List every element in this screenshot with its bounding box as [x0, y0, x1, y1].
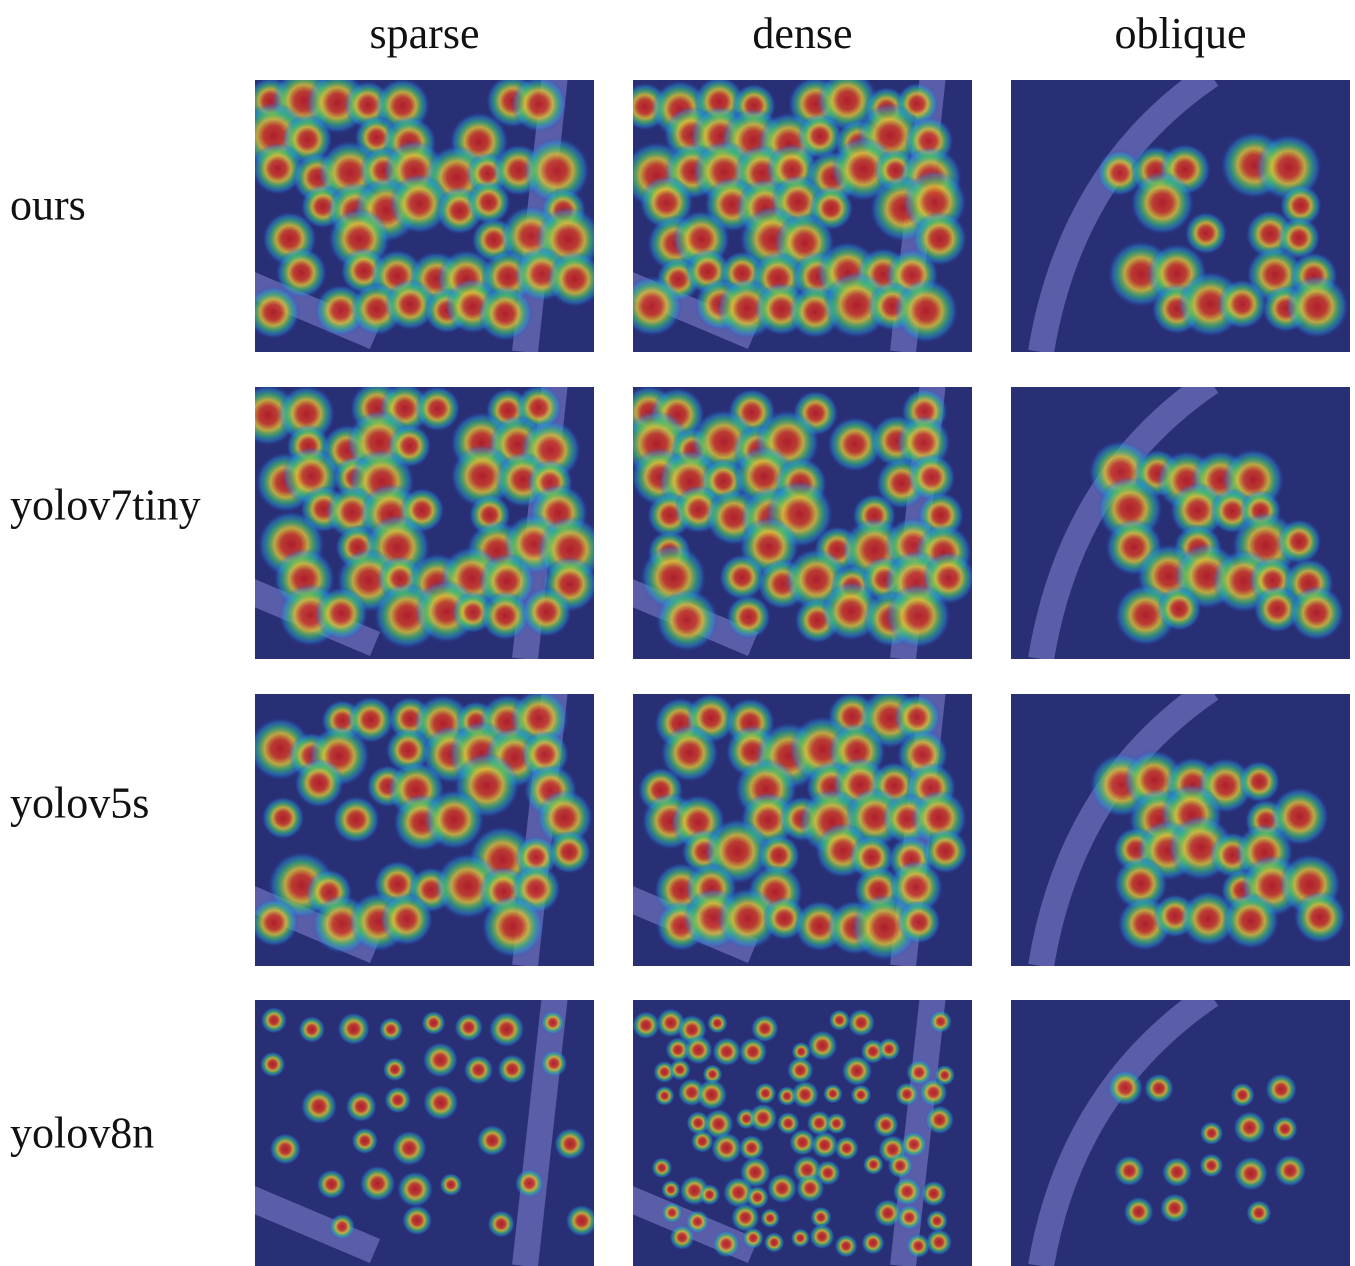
row-label: ours [10, 180, 86, 231]
heatmap-grid [0, 0, 1355, 1266]
heatmap-panel [1011, 75, 1350, 352]
row-label: yolov7tiny [10, 480, 201, 531]
row-label: yolov5s [10, 778, 149, 829]
heatmap-panel [245, 689, 594, 966]
panel-tint [633, 1000, 972, 1266]
panel-tint [633, 694, 972, 966]
heatmap-panel [240, 69, 603, 352]
panel-tint [633, 387, 972, 659]
heatmap-panel [1011, 689, 1350, 966]
panel-tint [633, 80, 972, 352]
figure: {"columns": ["sparse", "dense", "oblique… [0, 0, 1355, 1266]
panel-tint [255, 694, 594, 966]
heatmap-panel [621, 70, 972, 352]
column-header: sparse [370, 8, 480, 59]
heatmap-panel [1011, 995, 1350, 1266]
panel-tint [1011, 694, 1350, 966]
heatmap-panel [237, 381, 603, 659]
panel-tint [255, 80, 594, 352]
panel-tint [1011, 1000, 1350, 1266]
panel-tint [1011, 80, 1350, 352]
heatmap-panel [1011, 382, 1350, 659]
column-header: oblique [1115, 8, 1247, 59]
column-header: dense [752, 8, 852, 59]
panel-tint [1011, 387, 1350, 659]
heatmap-panel [245, 995, 598, 1266]
panel-tint [255, 1000, 594, 1266]
panel-tint [255, 387, 594, 659]
heatmap-panel [623, 995, 972, 1266]
row-label: yolov8n [10, 1108, 154, 1159]
heatmap-panel [622, 382, 975, 659]
heatmap-panel [623, 688, 972, 966]
